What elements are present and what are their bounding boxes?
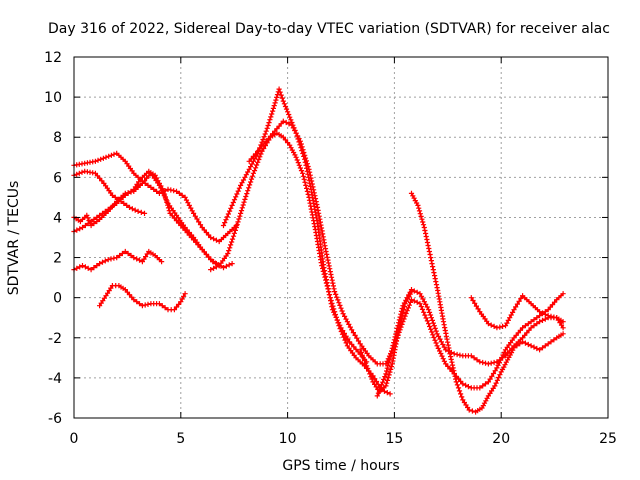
series-arc-7 xyxy=(208,130,393,397)
plus-markers xyxy=(208,130,393,397)
y-tick-label: -6 xyxy=(48,411,62,427)
x-tick-label: 5 xyxy=(176,431,185,447)
plus-markers xyxy=(468,293,566,331)
series-line xyxy=(73,250,163,271)
y-tick-label: 4 xyxy=(53,210,62,226)
series-line xyxy=(73,152,237,243)
chart-title: Day 316 of 2022, Sidereal Day-to-day VTE… xyxy=(48,21,610,37)
plus-markers xyxy=(246,118,566,391)
series-arc-8 xyxy=(220,86,370,365)
x-tick-label: 0 xyxy=(70,431,79,447)
y-tick-label: 12 xyxy=(44,50,62,66)
plot-frame xyxy=(73,56,609,419)
series-arc-5 xyxy=(71,150,239,245)
x-axis-ticks: 0 5 10 15 20 25 xyxy=(70,57,617,447)
plus-markers xyxy=(71,150,239,245)
series-arc-9 xyxy=(246,118,566,391)
plus-markers xyxy=(97,283,188,313)
series-arc-12 xyxy=(468,293,566,331)
y-tick-label: 8 xyxy=(53,130,62,146)
y-tick-label: -2 xyxy=(48,331,62,347)
series-arc-11 xyxy=(408,190,566,415)
plus-markers xyxy=(357,289,415,395)
x-tick-label: 15 xyxy=(385,431,403,447)
x-tick-label: 20 xyxy=(492,431,510,447)
series-line xyxy=(410,193,564,413)
y-tick-label: 6 xyxy=(53,170,62,186)
plus-markers xyxy=(408,190,566,415)
y-tick-label: -4 xyxy=(48,371,62,387)
x-axis-label: GPS time / hours xyxy=(282,458,399,474)
y-tick-label: 0 xyxy=(53,291,62,307)
y-tick-label: 2 xyxy=(53,251,62,267)
series-arc-13 xyxy=(357,289,415,395)
x-tick-label: 25 xyxy=(599,431,617,447)
series-arc-1 xyxy=(97,283,188,313)
y-tick-label: 10 xyxy=(44,90,62,106)
y-axis-label: SDTVAR / TECUs xyxy=(6,181,22,296)
grid-lines xyxy=(74,57,608,418)
y-axis-ticks: -6 -4 -2 0 2 4 6 8 10 12 xyxy=(44,50,608,427)
series-line xyxy=(470,294,564,329)
data-series xyxy=(71,86,566,415)
series-arc-2 xyxy=(71,248,165,273)
plus-markers xyxy=(71,248,165,273)
x-tick-label: 10 xyxy=(279,431,297,447)
